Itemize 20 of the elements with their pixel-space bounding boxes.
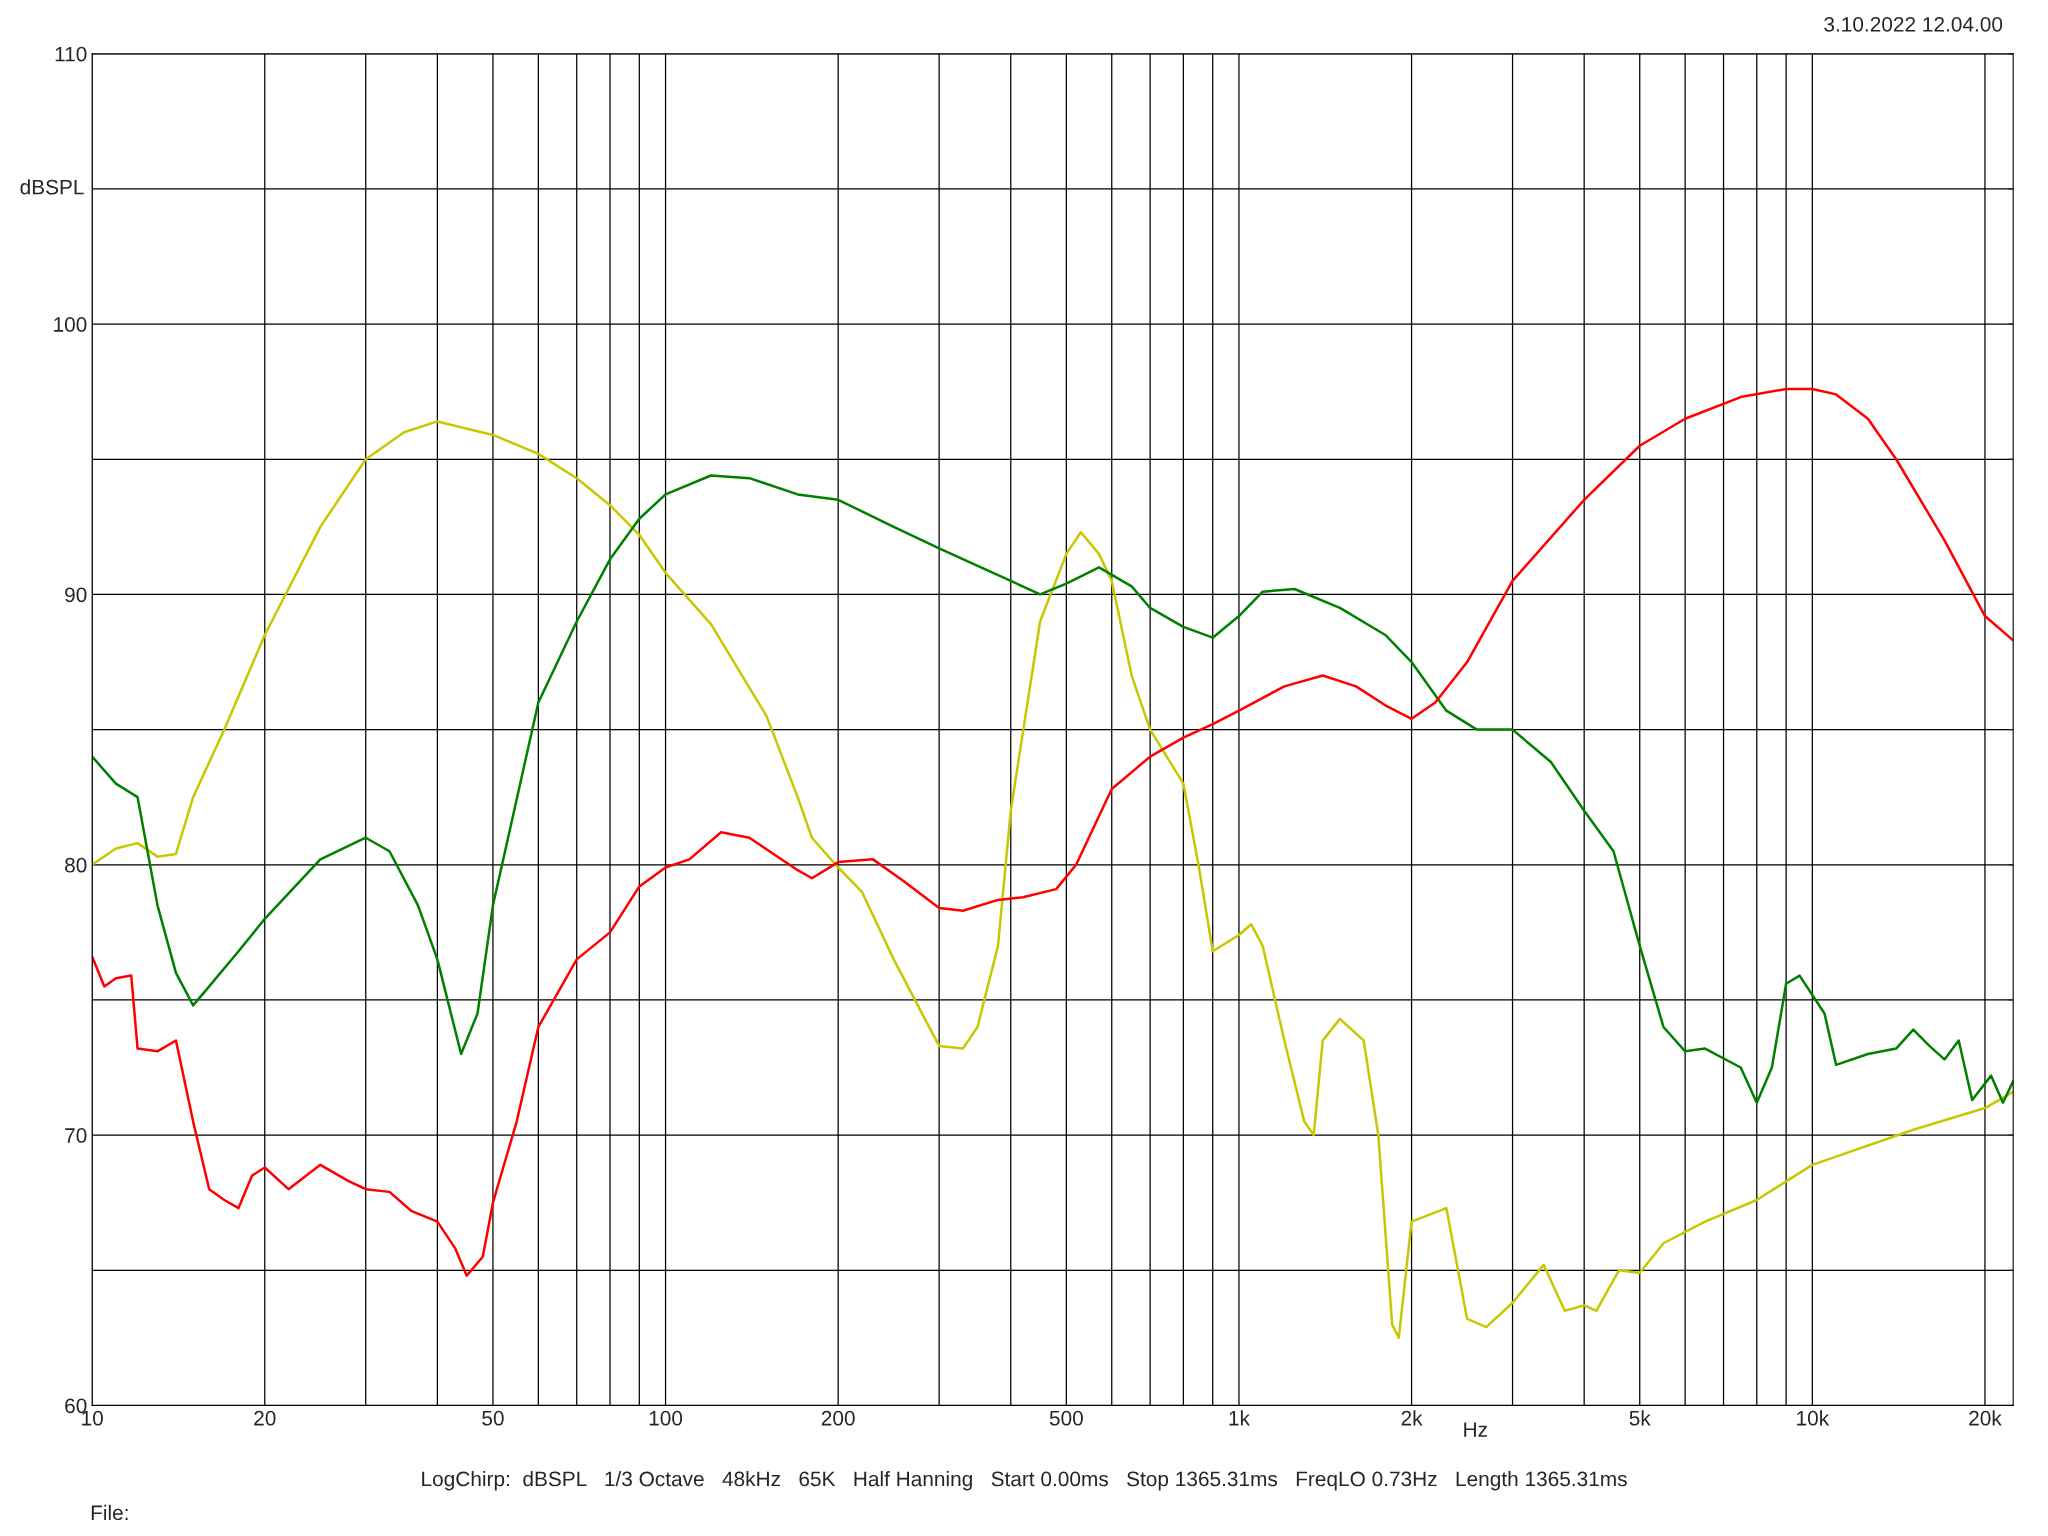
text: File: — [91, 1504, 128, 1521]
y-tick-label: 110 — [55, 46, 87, 62]
x-axis-title: Hz — [1464, 1422, 1487, 1437]
x-tick-label: 5k — [1629, 1410, 1651, 1426]
x-tick-label: 500 — [1049, 1410, 1083, 1426]
x-tick-label: 100 — [649, 1410, 683, 1426]
y-axis-title: dBSPL — [20, 179, 84, 195]
x-tick-label: 50 — [482, 1410, 504, 1426]
x-tick-label: 2k — [1401, 1410, 1423, 1426]
x-tick-label: 20k — [1969, 1410, 2002, 1426]
y-tick-label: 100 — [54, 317, 87, 332]
text: LogChirp: dBSPL 1/3 Octave 48kHz 65K Half Hanning Start 0.00ms Stop 1365.31ms FreqLO 0.73Hz Length 1365.31ms — [422, 1470, 1627, 1491]
x-tick-label: 10k — [1797, 1410, 1830, 1426]
x-tick-label: 200 — [821, 1410, 855, 1426]
y-tick-label: 90 — [65, 587, 87, 603]
text: 3.10.2022 12.04.00 — [1824, 16, 2003, 32]
y-tick-label: 80 — [65, 857, 87, 873]
x-tick-label: 1k — [1229, 1410, 1250, 1426]
x-tick-label: 20 — [254, 1410, 276, 1426]
y-tick-label: 70 — [65, 1128, 87, 1143]
